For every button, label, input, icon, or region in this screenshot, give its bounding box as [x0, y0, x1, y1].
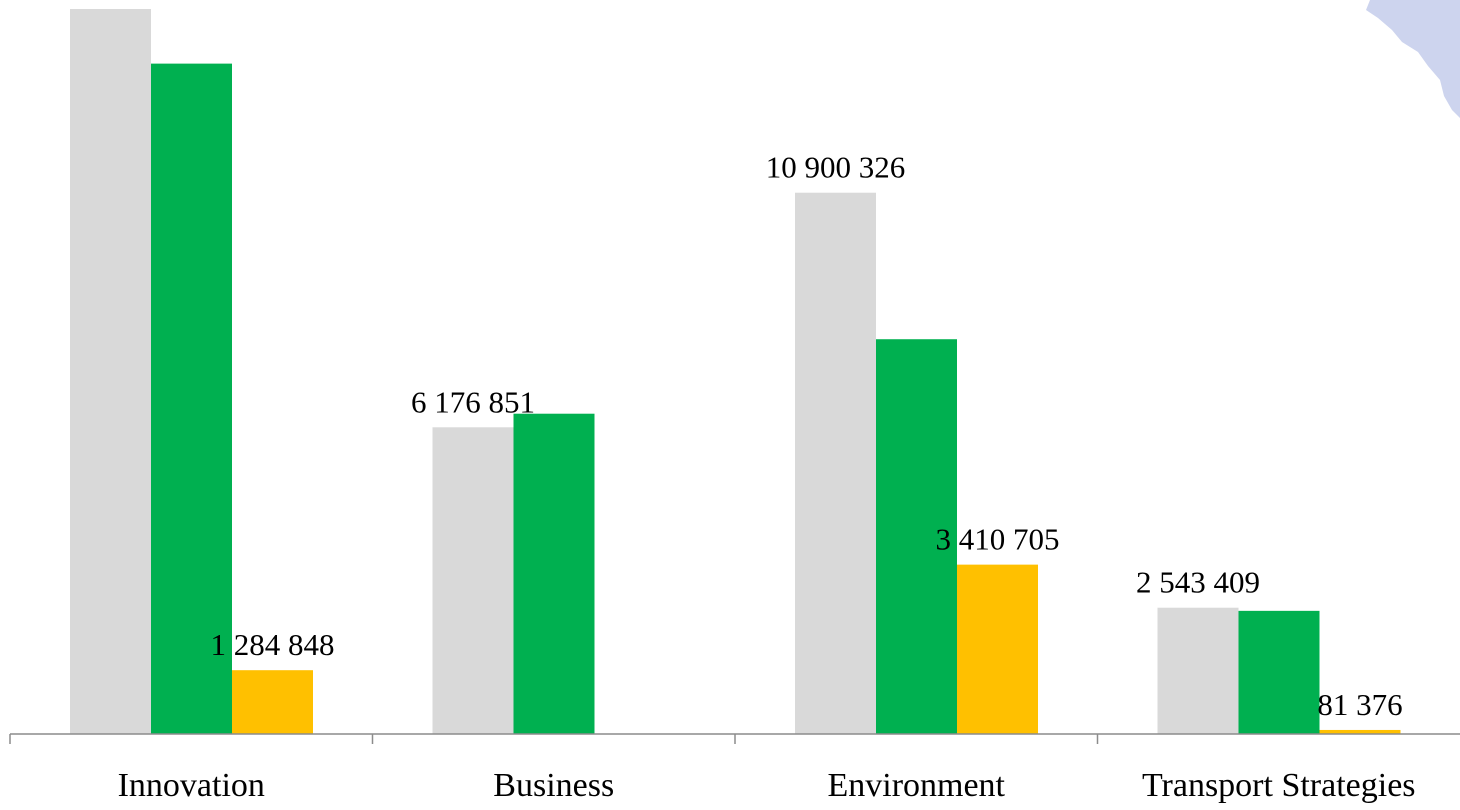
bar-series1-business — [432, 427, 514, 734]
bar-series1-environment — [795, 192, 876, 735]
bar-series2-innovation — [151, 63, 232, 734]
data-label: 10 900 326 — [766, 150, 906, 185]
bar-series1-transport-strategies — [1157, 607, 1239, 734]
bars-layer — [70, 9, 1401, 735]
x-tick-label: Environment — [827, 767, 1005, 804]
bar-series2-environment — [876, 339, 957, 734]
data-label: 6 176 851 — [411, 384, 535, 419]
data-labels-layer: 10 900 326 6 176 851 2 543 409 1 284 848 3 4… — [211, 150, 1403, 722]
data-label: 2 543 409 — [1136, 565, 1260, 600]
bar-series3-transport-strategies — [1319, 729, 1401, 734]
bar-series2-transport-strategies — [1238, 610, 1320, 734]
data-label: 3 410 705 — [936, 522, 1060, 557]
x-axis: Innovation Business Environment Transport S… — [9, 733, 1460, 804]
x-tick-label: Transport Strategies — [1142, 767, 1416, 804]
map-fragment-decoration — [1366, 0, 1460, 118]
bar-series3-innovation — [232, 670, 313, 734]
data-label: 1 284 848 — [211, 627, 335, 662]
bar-series1-innovation — [70, 9, 151, 734]
bar-series2-business — [513, 413, 595, 734]
data-label: 81 376 — [1317, 687, 1402, 722]
x-tick-label: Innovation — [118, 767, 265, 804]
x-tick-label: Business — [493, 767, 614, 804]
bar-series3-environment — [957, 564, 1038, 734]
